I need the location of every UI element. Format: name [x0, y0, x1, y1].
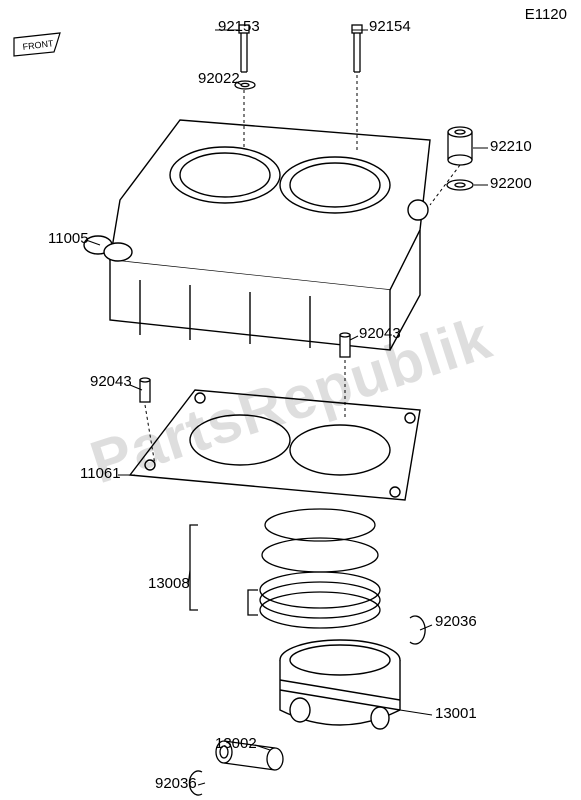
label-92200: 92200	[490, 175, 532, 192]
label-92153: 92153	[218, 18, 260, 35]
cylinder-block	[84, 120, 430, 350]
label-92154: 92154	[369, 18, 411, 35]
dowel-right	[340, 333, 350, 357]
label-13002: 13002	[215, 735, 257, 752]
washer-92200	[447, 180, 473, 190]
label-92043-r: 92043	[359, 325, 401, 342]
gasket	[130, 390, 420, 500]
label-92043-l: 92043	[90, 373, 132, 390]
diagram-container: FRONT	[0, 0, 581, 800]
piston-rings	[190, 509, 380, 628]
label-92036-u: 92036	[435, 613, 477, 630]
label-92036-l: 92036	[155, 775, 197, 792]
bolt-92154	[352, 25, 362, 72]
label-11005: 11005	[48, 230, 89, 247]
label-13001: 13001	[435, 705, 477, 722]
label-11061: 11061	[80, 465, 121, 482]
piston	[280, 640, 400, 729]
diagram-id: E1120	[525, 6, 567, 23]
front-arrow-badge: FRONT	[14, 33, 60, 56]
label-92022: 92022	[198, 70, 240, 87]
label-13008: 13008	[148, 575, 190, 592]
bushing-92210	[448, 127, 472, 165]
diagram-svg: FRONT	[0, 0, 581, 800]
circlip-upper	[410, 616, 425, 644]
label-92210: 92210	[490, 138, 532, 155]
